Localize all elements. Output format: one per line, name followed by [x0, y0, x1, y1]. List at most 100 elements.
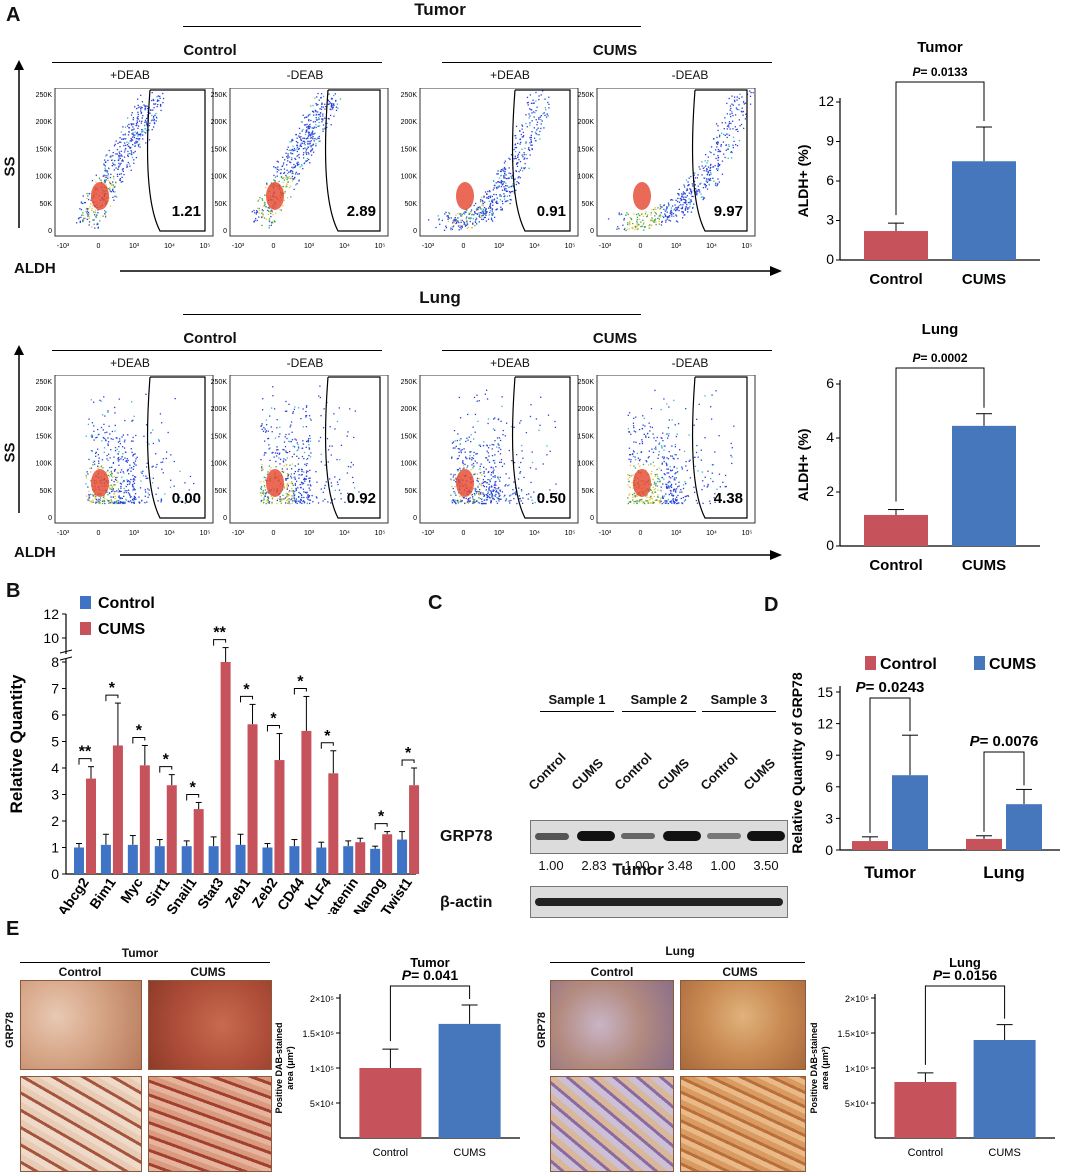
event-dot — [717, 141, 719, 143]
density-core — [91, 469, 109, 497]
event-dot — [506, 185, 508, 187]
event-dot — [519, 497, 521, 500]
event-dot — [710, 179, 712, 182]
event-dot — [639, 499, 641, 501]
event-dot — [309, 140, 311, 143]
event-dot — [104, 502, 106, 505]
event-dot — [263, 426, 265, 429]
event-dot — [291, 487, 293, 490]
event-dot — [716, 136, 718, 139]
ihc-image-cums-low — [680, 980, 806, 1070]
event-dot — [744, 118, 746, 120]
event-dot — [122, 459, 124, 461]
event-dot — [501, 180, 503, 183]
event-dot — [487, 491, 489, 493]
event-dot — [324, 484, 326, 487]
event-dot — [473, 396, 476, 399]
event-dot — [532, 502, 534, 505]
band — [747, 831, 785, 841]
event-dot — [485, 502, 487, 505]
event-dot — [627, 502, 630, 505]
event-dot — [641, 213, 643, 215]
event-dot — [678, 481, 680, 483]
event-dot — [493, 494, 495, 497]
event-dot — [650, 463, 652, 465]
event-dot — [653, 221, 655, 224]
event-dot — [315, 145, 317, 147]
event-dot — [119, 137, 121, 139]
event-dot — [698, 403, 700, 406]
event-dot — [290, 473, 293, 475]
event-dot — [726, 102, 728, 105]
event-dot — [82, 220, 84, 223]
event-dot — [474, 501, 476, 503]
event-dot — [490, 502, 492, 504]
event-dot — [507, 485, 509, 487]
event-dot — [639, 458, 641, 461]
event-dot — [146, 107, 149, 110]
event-dot — [123, 492, 125, 494]
event-dot — [478, 497, 480, 499]
event-dot — [636, 218, 638, 221]
event-dot — [300, 494, 303, 497]
event-dot — [274, 180, 276, 183]
event-dot — [104, 165, 106, 167]
event-dot — [492, 428, 495, 430]
event-dot — [146, 123, 148, 126]
event-dot — [490, 466, 492, 468]
y-tick-label: 0 — [223, 515, 227, 522]
event-dot — [493, 193, 495, 196]
event-dot — [335, 109, 338, 112]
event-dot — [86, 208, 89, 210]
event-dot — [119, 482, 122, 484]
event-dot — [308, 481, 311, 483]
event-dot — [263, 492, 265, 494]
event-dot — [288, 156, 290, 158]
event-dot — [114, 406, 116, 409]
event-dot — [156, 105, 158, 108]
significance-mark: * — [297, 673, 304, 690]
event-dot — [497, 487, 499, 490]
event-dot — [685, 460, 687, 463]
event-dot — [347, 465, 350, 468]
event-dot — [302, 128, 304, 131]
event-dot — [80, 216, 82, 219]
event-dot — [259, 197, 261, 199]
event-dot — [112, 490, 114, 492]
event-dot — [487, 458, 489, 461]
event-dot — [497, 498, 499, 500]
event-dot — [278, 453, 280, 455]
event-dot — [101, 459, 104, 461]
event-dot — [296, 500, 298, 503]
event-dot — [670, 455, 672, 457]
event-dot — [125, 451, 127, 454]
event-dot — [91, 493, 94, 496]
y-tick-label: 1×10⁵ — [845, 1064, 869, 1074]
event-dot — [475, 202, 477, 205]
event-dot — [703, 170, 705, 172]
event-dot — [532, 99, 534, 101]
event-dot — [126, 489, 128, 492]
event-dot — [667, 472, 670, 474]
event-dot — [471, 213, 474, 215]
event-dot — [480, 208, 482, 210]
event-dot — [496, 173, 498, 175]
event-dot — [493, 198, 496, 200]
event-dot — [148, 494, 150, 496]
bar-cums — [382, 834, 393, 874]
gate-percentage: 0.00 — [172, 490, 201, 507]
event-dot — [294, 478, 297, 480]
event-dot — [471, 464, 473, 466]
event-dot — [454, 486, 456, 488]
event-dot — [448, 217, 450, 219]
event-dot — [645, 435, 647, 437]
event-dot — [656, 485, 659, 487]
event-dot — [261, 423, 263, 425]
event-dot — [310, 146, 312, 148]
event-dot — [117, 488, 120, 490]
event-dot — [488, 207, 490, 209]
event-dot — [495, 466, 497, 468]
event-dot — [322, 491, 324, 493]
event-dot — [628, 447, 631, 449]
